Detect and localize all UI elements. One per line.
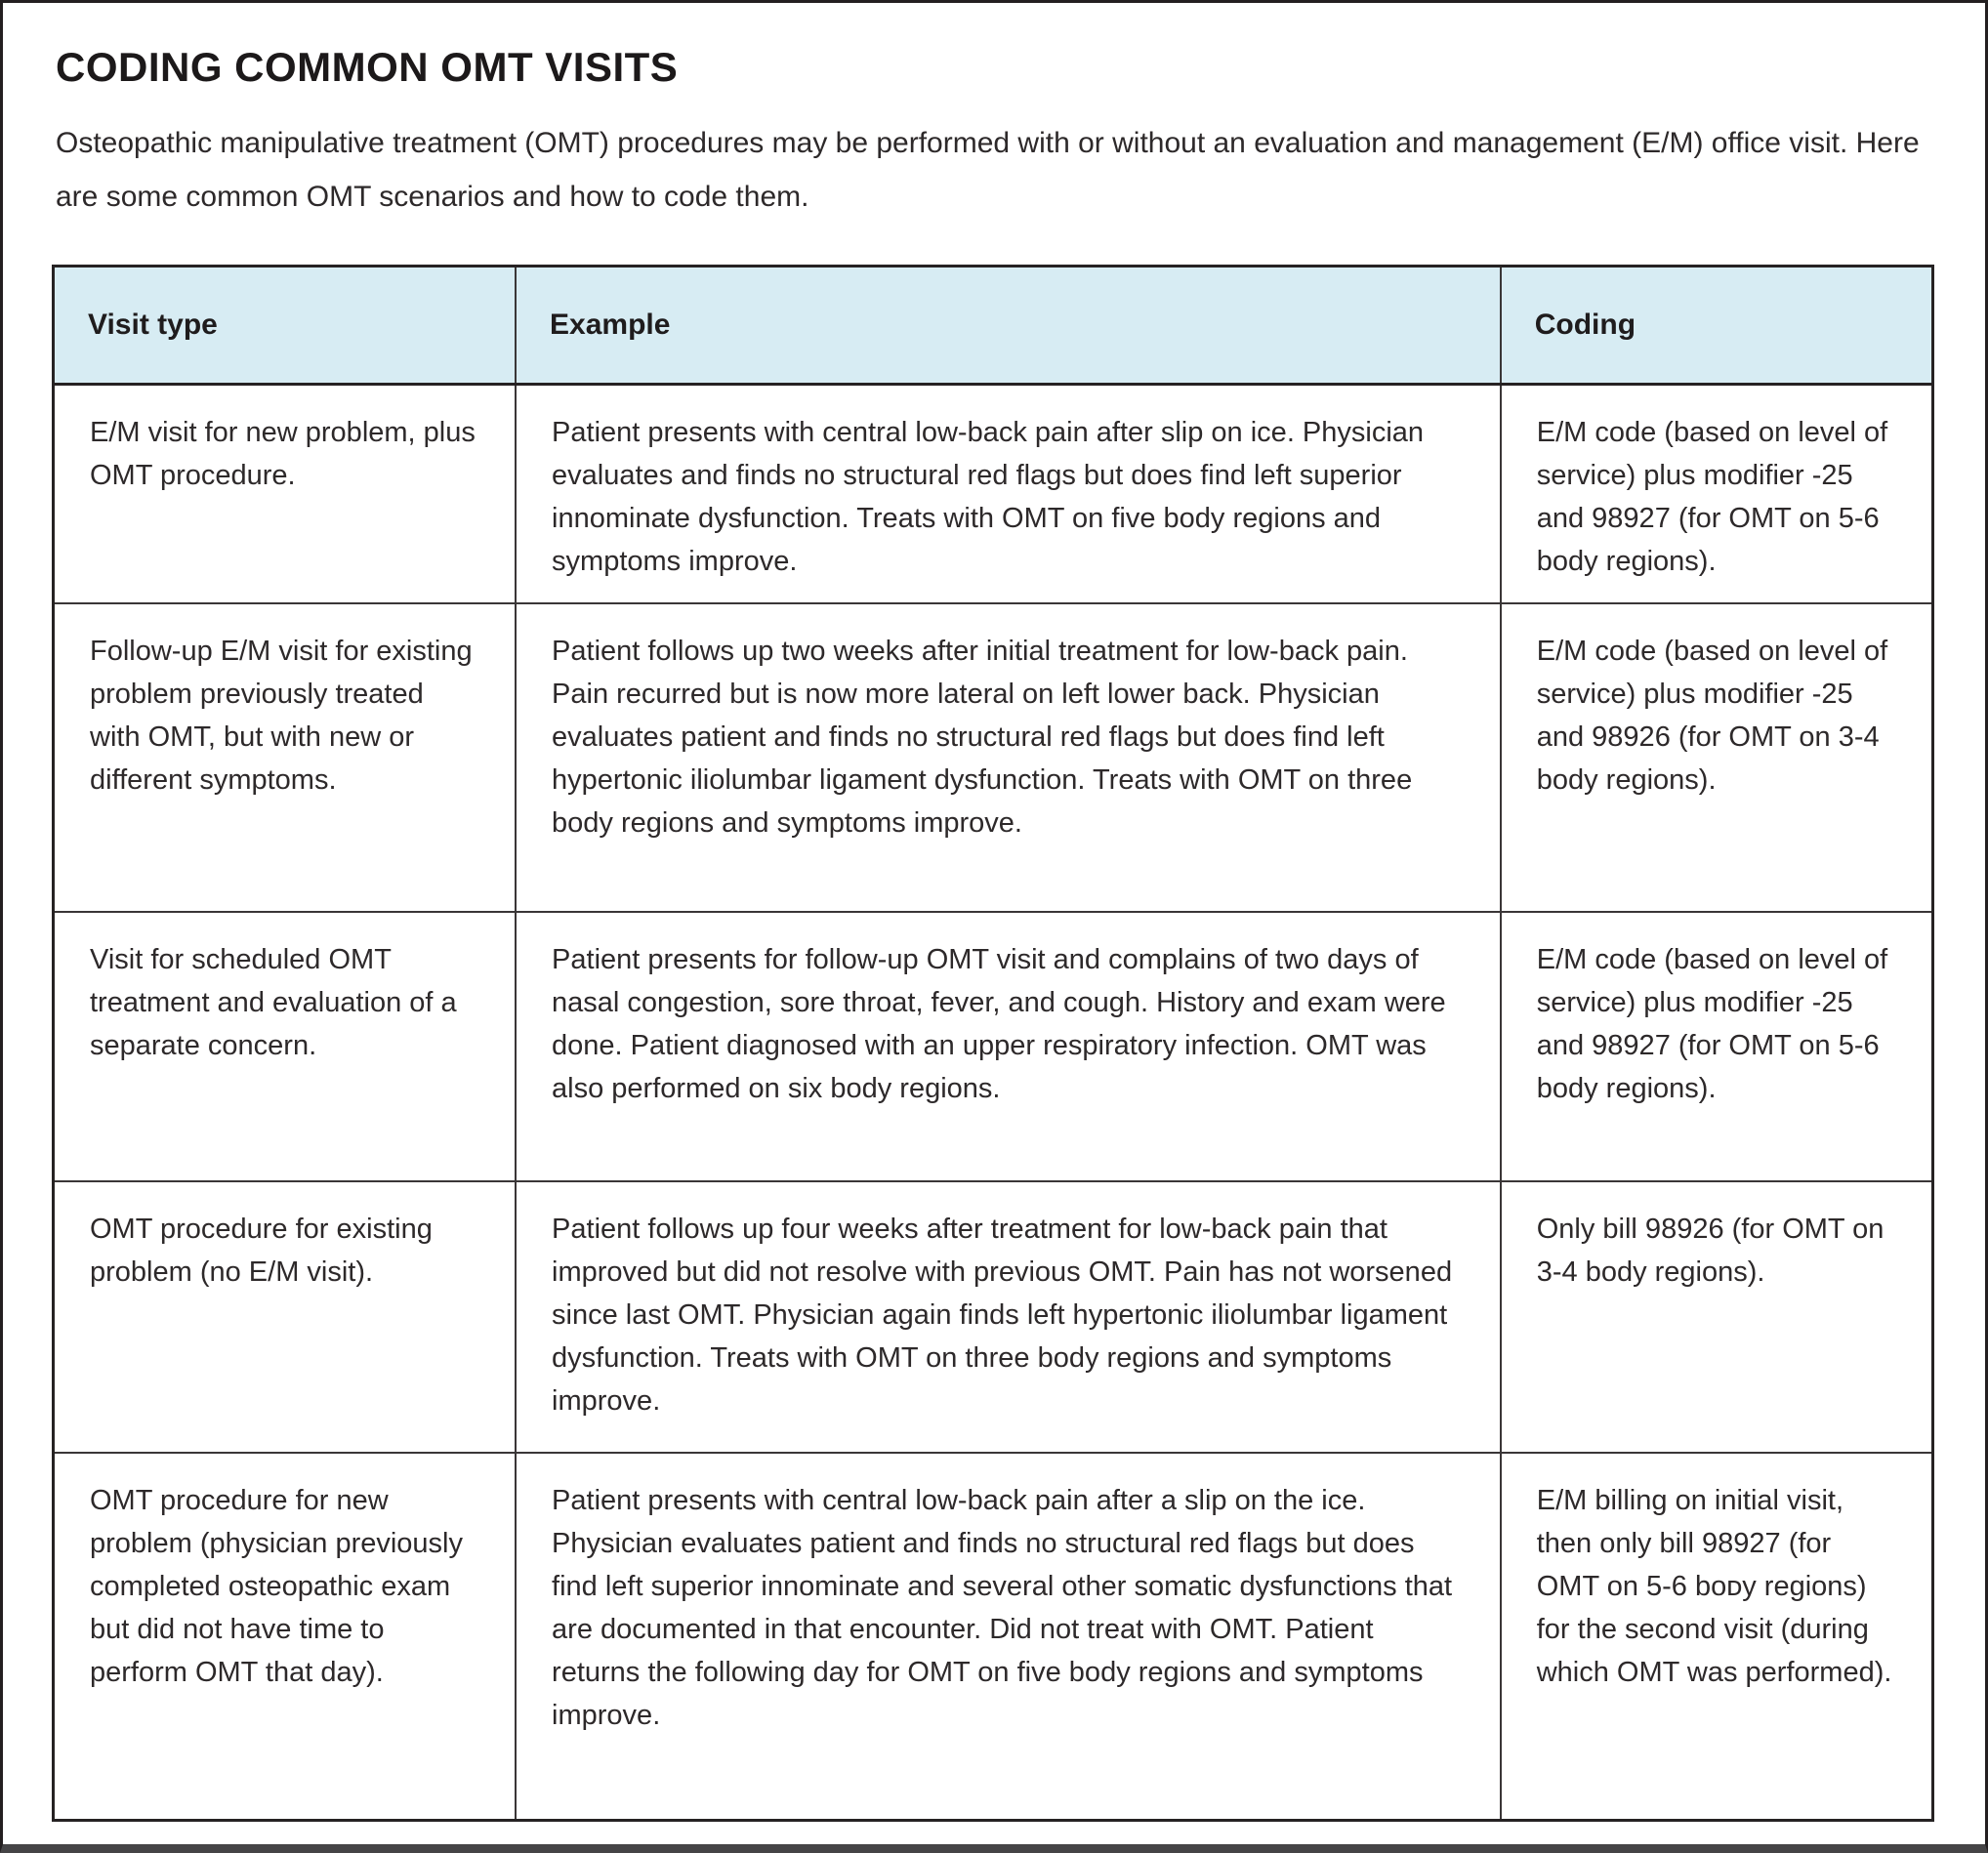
table-row: Follow-up E/M visit for existing problem… <box>52 602 1934 913</box>
column-header-coding: Coding <box>1499 265 1934 386</box>
example-cell: Patient presents for follow-up OMT visit… <box>515 911 1502 1182</box>
coding-cell: Only bill 98926 (for OMT on 3-4 body reg… <box>1499 1180 1934 1454</box>
coding-cell: E/M code (based on level of service) plu… <box>1499 383 1934 604</box>
visit-type-cell: E/M visit for new problem, plus OMT proc… <box>52 383 518 604</box>
visit-type-cell: OMT procedure for existing problem (no E… <box>52 1180 518 1454</box>
example-cell: Patient follows up four weeks after trea… <box>515 1180 1502 1454</box>
coding-cell: E/M code (based on level of service) plu… <box>1499 911 1934 1182</box>
table-row: OMT procedure for new problem (physician… <box>52 1452 1934 1821</box>
figure-title: CODING COMMON OMT VISITS <box>56 44 679 90</box>
example-cell: Patient follows up two weeks after initi… <box>515 602 1502 913</box>
table-row: E/M visit for new problem, plus OMT proc… <box>52 383 1934 604</box>
example-cell: Patient presents with central low-back p… <box>515 1452 1502 1821</box>
coding-cell: E/M billing on initial visit, then only … <box>1499 1452 1934 1821</box>
omt-coding-table: Visit type Example Coding E/M visit for … <box>52 265 1934 1822</box>
example-cell: Patient presents with central low-back p… <box>515 383 1502 604</box>
visit-type-cell: Visit for scheduled OMT treatment and ev… <box>52 911 518 1182</box>
figure-intro-text: Osteopathic manipulative treatment (OMT)… <box>56 127 1920 213</box>
column-header-example: Example <box>515 265 1502 386</box>
table-row: OMT procedure for existing problem (no E… <box>52 1180 1934 1454</box>
column-header-visit-type: Visit type <box>52 265 518 386</box>
table-header-row: Visit type Example Coding <box>52 265 1934 386</box>
coding-cell: E/M code (based on level of service) plu… <box>1499 602 1934 913</box>
visit-type-cell: Follow-up E/M visit for existing problem… <box>52 602 518 913</box>
visit-type-cell: OMT procedure for new problem (physician… <box>52 1452 518 1821</box>
table-row: Visit for scheduled OMT treatment and ev… <box>52 911 1934 1182</box>
table-body: E/M visit for new problem, plus OMT proc… <box>52 383 1934 1821</box>
